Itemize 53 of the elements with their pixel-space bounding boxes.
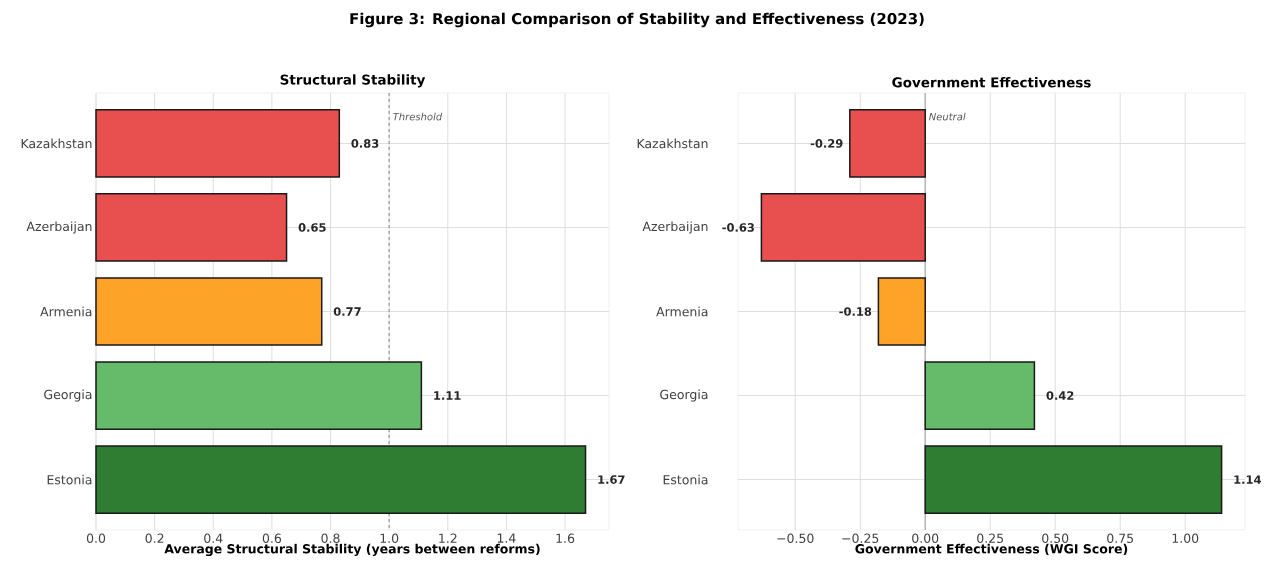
x-tick-label: 0.00	[912, 533, 939, 543]
ref-line-label: Neutral	[929, 112, 966, 121]
bar	[924, 445, 1223, 514]
x-tick-label: 0.8	[321, 533, 340, 543]
bar	[760, 193, 926, 262]
x-tick-label: −0.50	[777, 533, 814, 543]
data-label: 1.14	[1234, 475, 1261, 484]
x-tick-label: 0.0	[86, 533, 106, 543]
data-label: 1.11	[434, 391, 461, 400]
y-tick-label: Estonia	[47, 474, 92, 485]
x-tick-label: 0.4	[204, 533, 223, 543]
data-label: -0.63	[722, 223, 754, 232]
x-tick-label: 1.6	[556, 533, 575, 543]
x-tick-label: 1.2	[439, 533, 457, 543]
x-tick-label: 0.2	[145, 533, 164, 543]
y-tick-label: Azerbaijan	[26, 221, 92, 234]
data-label: 0.83	[351, 139, 379, 148]
x-tick-label: 0.75	[1107, 533, 1134, 543]
y-tick-label: Georgia	[660, 389, 708, 402]
x-tick-label: 0.50	[1042, 533, 1069, 543]
x-tick-label: 1.4	[497, 533, 516, 543]
x-tick-label: 0.6	[262, 533, 282, 543]
data-label: -0.29	[810, 139, 843, 148]
x-axis-title: Government Effectiveness (WGI Score)	[855, 543, 1128, 555]
bar	[877, 277, 926, 346]
x-tick-label: 0.25	[977, 533, 1004, 543]
bar	[95, 277, 323, 346]
y-tick-label: Kazakhstan	[637, 138, 708, 149]
x-tick-label: 1.0	[380, 533, 399, 543]
data-label: 1.67	[598, 475, 625, 484]
x-tick-label: 1.00	[1172, 533, 1199, 543]
caption: Figure 3: Regional Comparison of Stability and Effectiveness (2023)	[350, 12, 924, 28]
x-axis-title: Average Structural Stability (years between reforms)	[164, 543, 540, 557]
ref-line-label: Threshold	[393, 112, 443, 121]
y-tick-label: Armenia	[40, 306, 92, 317]
data-label: -0.18	[839, 307, 872, 316]
bar	[924, 361, 1036, 430]
bar	[95, 361, 423, 430]
x-tick-label: −0.25	[842, 533, 879, 543]
y-tick-label: Kazakhstan	[21, 138, 92, 149]
data-label: 0.42	[1046, 391, 1074, 400]
bar	[849, 109, 926, 178]
bar	[95, 193, 288, 262]
data-label: 0.65	[298, 223, 326, 232]
data-label: 0.77	[333, 307, 361, 316]
y-tick-label: Georgia	[44, 389, 92, 402]
y-tick-label: Armenia	[656, 306, 708, 317]
chart-title: Structural Stability	[280, 74, 426, 88]
bar	[95, 445, 587, 514]
y-tick-label: Estonia	[663, 474, 708, 485]
chart-title: Government Effectiveness	[892, 77, 1091, 88]
bar	[95, 109, 341, 178]
y-tick-label: Azerbaijan	[642, 221, 708, 234]
